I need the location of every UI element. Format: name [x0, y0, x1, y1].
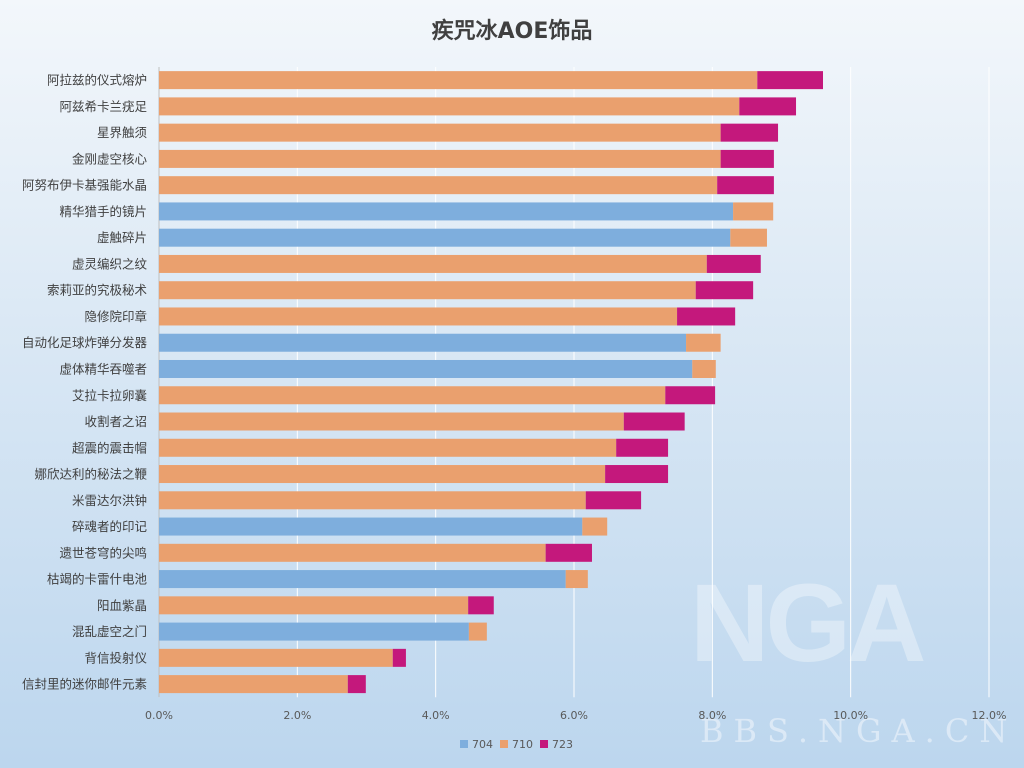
- bar-segment-710: [730, 228, 767, 247]
- bar-segment-710: [159, 412, 624, 431]
- bar-segment-710: [159, 254, 707, 273]
- bar-segment-710: [565, 570, 588, 589]
- category-label: 收割者之诏: [84, 414, 147, 429]
- x-tick-label: 0.0%: [145, 709, 173, 722]
- x-tick-label: 8.0%: [698, 709, 726, 722]
- bar-segment-710: [159, 491, 586, 510]
- category-label: 阿兹希卡兰疣足: [59, 99, 147, 114]
- bar-segment-723: [347, 675, 366, 694]
- legend-swatch-723: [540, 740, 548, 748]
- bar-segment-710: [159, 97, 740, 116]
- bar-segment-710: [159, 149, 721, 168]
- category-label: 阿拉兹的仪式熔炉: [47, 73, 147, 88]
- bar-segment-710: [159, 123, 721, 142]
- legend-label: 710: [512, 738, 533, 751]
- bar-segment-710: [159, 438, 617, 457]
- bar-segment-704: [159, 228, 731, 247]
- bar-segment-723: [616, 438, 669, 457]
- bar-segment-704: [159, 570, 566, 589]
- bar-segment-710: [159, 281, 696, 300]
- category-label: 虚体精华吞噬者: [59, 361, 147, 376]
- bar-segment-710: [159, 307, 678, 326]
- bar-segment-723: [545, 543, 592, 562]
- legend-swatch-710: [500, 740, 508, 748]
- legend-label: 704: [472, 738, 493, 751]
- bar-segment-723: [665, 386, 716, 405]
- bar-segment-723: [717, 176, 774, 195]
- bar-segment-710: [159, 596, 469, 615]
- category-label: 金刚虚空核心: [72, 151, 148, 166]
- category-label: 信封里的迷你邮件元素: [22, 677, 147, 692]
- bar-segment-723: [605, 465, 669, 484]
- bar-segment-723: [585, 491, 642, 510]
- category-label: 超震的震击帽: [72, 440, 147, 455]
- category-label: 枯竭的卡雷什电池: [47, 572, 148, 587]
- category-label: 隐修院印章: [84, 309, 147, 324]
- site-watermark: BBS.NGA.CN: [700, 712, 1018, 750]
- legend-label: 723: [552, 738, 573, 751]
- bar-segment-723: [757, 71, 823, 90]
- x-tick-label: 12.0%: [972, 709, 1007, 722]
- bar-segment-704: [159, 202, 734, 221]
- bar-segment-710: [733, 202, 774, 221]
- bar-segment-710: [159, 71, 758, 90]
- bar-segment-710: [686, 333, 721, 352]
- bar-segment-723: [392, 648, 406, 667]
- bar-segment-723: [623, 412, 685, 431]
- category-label: 虚触碎片: [97, 230, 147, 245]
- category-label: 阳血紫晶: [97, 598, 147, 613]
- category-label: 娜欣达利的秘法之鞭: [34, 467, 147, 482]
- category-label: 遗世苍穹的尖鸣: [59, 545, 147, 560]
- x-tick-label: 2.0%: [283, 709, 311, 722]
- x-tick-label: 4.0%: [422, 709, 450, 722]
- bar-segment-710: [159, 648, 393, 667]
- category-label: 碎魂者的印记: [72, 519, 148, 534]
- bar-segment-704: [159, 517, 583, 536]
- bar-segment-723: [739, 97, 797, 116]
- bar-segment-704: [159, 622, 469, 641]
- category-label: 混乱虚空之门: [72, 624, 147, 639]
- category-label: 精华猎手的镜片: [59, 204, 147, 219]
- bar-segment-723: [720, 149, 774, 168]
- bar-segment-710: [159, 465, 606, 484]
- category-label: 自动化足球炸弹分发器: [22, 335, 148, 350]
- x-tick-label: 6.0%: [560, 709, 588, 722]
- category-label: 艾拉卡拉卵囊: [72, 388, 147, 403]
- category-label: 米雷达尔洪钟: [72, 493, 147, 508]
- chart-title: 疾咒冰AOE饰品: [432, 18, 593, 44]
- bar-segment-723: [677, 307, 736, 326]
- bar-segment-710: [159, 675, 348, 694]
- bar-segment-710: [159, 386, 666, 405]
- legend-swatch-704: [460, 740, 468, 748]
- bar-segment-704: [159, 333, 687, 352]
- bar-segment-710: [159, 176, 718, 195]
- category-label: 阿努布伊卡基强能水晶: [22, 178, 147, 193]
- nga-logo-watermark: NGA: [690, 562, 926, 685]
- bar-segment-704: [159, 359, 693, 378]
- category-label: 星界触须: [97, 125, 148, 140]
- category-label: 背信投射仪: [84, 650, 147, 665]
- bar-segment-710: [159, 543, 546, 562]
- x-tick-label: 10.0%: [833, 709, 868, 722]
- bar-segment-723: [695, 281, 754, 300]
- bar-segment-723: [706, 254, 761, 273]
- category-label: 虚灵编织之纹: [72, 256, 148, 271]
- category-label: 索莉亚的究极秘术: [47, 283, 148, 298]
- bar-segment-710: [692, 359, 716, 378]
- bar-segment-723: [468, 596, 494, 615]
- bar-segment-710: [582, 517, 608, 536]
- bar-segment-710: [468, 622, 487, 641]
- bar-segment-723: [720, 123, 779, 142]
